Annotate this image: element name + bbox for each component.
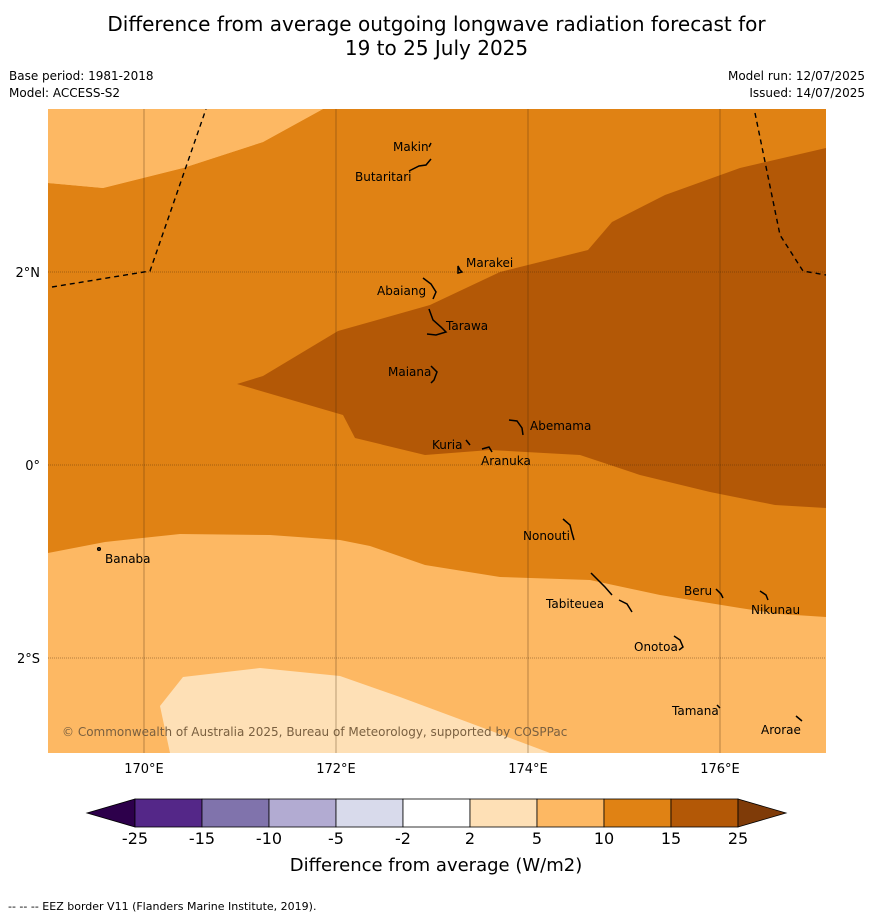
lat-label-0: 0° — [25, 459, 40, 474]
island-tabiteuea-north — [590, 572, 613, 596]
colorbar-extend-high — [737, 798, 788, 828]
island-arorae — [795, 715, 803, 722]
island-makin — [428, 142, 432, 148]
colorbar-tick-label: 25 — [728, 829, 748, 848]
lon-label-176: 176°E — [700, 762, 740, 777]
island-maiana — [430, 365, 438, 384]
label-nonouti: Nonouti — [523, 529, 570, 543]
label-abemama: Abemama — [530, 419, 591, 433]
lon-label-172: 172°E — [316, 762, 356, 777]
lon-label-174: 174°E — [508, 762, 548, 777]
label-kuria: Kuria — [432, 438, 463, 452]
island-abemama — [508, 419, 524, 436]
eez-border-east — [754, 112, 826, 276]
colorbar: -25 -15 -10 -5 -2 2 5 10 15 25 Difference from av… — [85, 798, 788, 876]
colorbar-swatch — [268, 798, 337, 828]
colorbar-swatch — [134, 798, 203, 828]
colorbar-swatch — [402, 798, 471, 828]
colorbar-tick-label: 2 — [465, 829, 475, 848]
label-onotoa: Onotoa — [634, 640, 678, 654]
base-period: Base period: 1981-2018 — [9, 69, 154, 83]
label-butaritari: Butaritari — [355, 170, 412, 184]
island-aranuka — [481, 446, 493, 453]
contour-5-10-corner — [48, 109, 323, 188]
label-tabiteuea: Tabiteuea — [545, 597, 604, 611]
label-tarawa: Tarawa — [445, 319, 488, 333]
colorbar-swatch — [469, 798, 538, 828]
island-tamana — [716, 704, 721, 709]
model-run: Model run: 12/07/2025 — [727, 69, 865, 83]
title-line-2: 19 to 25 July 2025 — [344, 36, 529, 60]
island-abaiang — [422, 277, 437, 300]
label-arorae: Arorae — [761, 723, 801, 737]
island-beru — [715, 588, 724, 599]
issued-date: Issued: 14/07/2025 — [749, 86, 865, 100]
colorbar-swatch — [536, 798, 605, 828]
colorbar-swatch — [670, 798, 739, 828]
copyright-notice: © Commonwealth of Australia 2025, Bureau… — [62, 725, 567, 739]
label-nikunau: Nikunau — [751, 603, 800, 617]
island-onotoa — [673, 635, 684, 651]
map-title: Difference from average outgoing longwav… — [0, 12, 873, 60]
colorbar-swatch — [335, 798, 404, 828]
eez-footnote: -- -- -- EEZ border V11 (Flanders Marine… — [8, 900, 317, 913]
meta-right: Model run: 12/07/2025 Issued: 14/07/2025 — [728, 68, 865, 102]
island-tarawa — [426, 308, 448, 336]
island-nonouti — [562, 518, 575, 541]
label-makin: Makin — [393, 140, 429, 154]
island-marakei — [457, 265, 464, 274]
grid-lines — [48, 109, 826, 753]
island-nikunau — [759, 590, 769, 601]
label-beru: Beru — [684, 584, 712, 598]
model-name: Model: ACCESS-S2 — [9, 86, 121, 100]
colorbar-tick-label: 15 — [661, 829, 681, 848]
title-line-1: Difference from average outgoing longwav… — [107, 12, 766, 36]
lat-label-2s: 2°S — [17, 652, 40, 667]
colorbar-tick-label: -25 — [122, 829, 148, 848]
colorbar-tick-label: 5 — [532, 829, 542, 848]
label-abaiang: Abaiang — [377, 284, 426, 298]
island-kuria — [465, 439, 471, 446]
colorbar-swatch — [201, 798, 270, 828]
colorbar-tick-label: -10 — [256, 829, 282, 848]
label-maiana: Maiana — [388, 365, 431, 379]
map-area: Makin Butaritari Marakei Abaiang Tarawa … — [48, 109, 826, 753]
colorbar-label: Difference from average (W/m2) — [290, 855, 582, 876]
lon-label-170: 170°E — [124, 762, 164, 777]
lat-label-2n: 2°N — [16, 266, 41, 281]
label-marakei: Marakei — [466, 256, 513, 270]
colorbar-swatch — [603, 798, 672, 828]
eez-borders — [51, 109, 826, 288]
contour-15-25 — [237, 148, 826, 508]
colorbar-tick-label: -2 — [395, 829, 411, 848]
colorbar-extend-low — [85, 798, 136, 828]
label-tamana: Tamana — [671, 704, 719, 718]
axis-labels: 2°N 0° 2°S 170°E 172°E 174°E 176°E — [16, 266, 740, 777]
islands — [96, 142, 803, 722]
label-aranuka: Aranuka — [481, 454, 531, 468]
island-labels: Makin Butaritari Marakei Abaiang Tarawa … — [105, 140, 801, 737]
contour-2-5 — [160, 668, 550, 753]
eez-border-west — [51, 109, 207, 288]
label-banaba: Banaba — [105, 552, 151, 566]
colorbar-tick-label: -15 — [189, 829, 215, 848]
island-tabiteuea-south — [618, 599, 633, 613]
colorbar-tick-label: 10 — [594, 829, 614, 848]
island-butaritari — [408, 158, 432, 172]
colorbar-tick-label: -5 — [328, 829, 344, 848]
island-banaba — [96, 546, 102, 552]
meta-left: Base period: 1981-2018 Model: ACCESS-S2 — [9, 68, 154, 102]
